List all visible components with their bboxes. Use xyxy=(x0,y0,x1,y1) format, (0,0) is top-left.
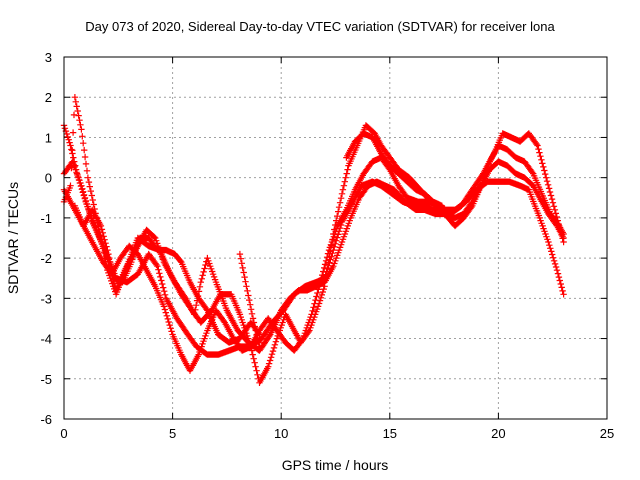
y-tick-label: 1 xyxy=(45,130,52,145)
x-tick-label: 20 xyxy=(491,426,505,441)
marker-trace xyxy=(236,250,263,350)
axis-ticks: 0 5 10 15 20 25 -6 -5 -4 -3 -2 -1 0 1 2 3 xyxy=(40,50,614,441)
y-tick-label: 3 xyxy=(45,50,52,65)
y-tick-label: -2 xyxy=(40,251,52,266)
plot-frame xyxy=(63,56,608,420)
series-satellite-7 xyxy=(343,130,446,209)
series-satellite-5 xyxy=(71,202,263,346)
y-tick-label: 2 xyxy=(45,90,52,105)
x-tick-label: 15 xyxy=(383,426,397,441)
y-tick-label: 0 xyxy=(45,171,52,186)
x-tick-label: 10 xyxy=(274,426,288,441)
y-axis-label: SDTVAR / TECUs xyxy=(5,182,21,294)
x-tick-label: 25 xyxy=(600,426,614,441)
chart-title: Day 073 of 2020, Sidereal Day-to-day VTE… xyxy=(85,19,555,34)
y-tick-label: -1 xyxy=(40,211,52,226)
y-tick-label: -6 xyxy=(40,412,52,427)
series-satellite-6 xyxy=(236,250,263,350)
x-tick-label: 0 xyxy=(60,426,67,441)
x-tick-label: 5 xyxy=(169,426,176,441)
y-tick-label: -4 xyxy=(40,332,52,347)
y-tick-label: -5 xyxy=(40,372,52,387)
marker-trace xyxy=(71,202,263,346)
y-tick-label: -3 xyxy=(40,291,52,306)
marker-trace xyxy=(343,130,446,209)
x-axis-label: GPS time / hours xyxy=(282,457,389,473)
